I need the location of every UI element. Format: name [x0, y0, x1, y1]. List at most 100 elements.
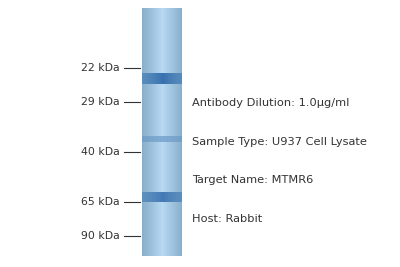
Bar — [153, 8, 154, 256]
Bar — [176, 136, 178, 142]
Bar — [164, 8, 165, 256]
Bar — [163, 8, 164, 256]
Text: 40 kDa: 40 kDa — [81, 147, 120, 157]
Bar — [142, 136, 144, 142]
Bar — [154, 192, 156, 202]
Bar — [166, 192, 168, 202]
Bar — [171, 8, 172, 256]
Bar — [172, 192, 174, 202]
Bar — [168, 136, 170, 142]
Bar — [147, 8, 148, 256]
Bar — [181, 8, 182, 256]
Bar — [156, 8, 157, 256]
Bar — [164, 136, 166, 142]
Bar — [152, 8, 153, 256]
Text: 22 kDa: 22 kDa — [81, 62, 120, 73]
Bar — [168, 8, 169, 256]
Bar — [175, 8, 176, 256]
Text: Host: Rabbit: Host: Rabbit — [192, 214, 262, 224]
Bar — [170, 8, 171, 256]
Bar — [158, 8, 159, 256]
Bar — [170, 136, 172, 142]
Bar — [162, 8, 163, 256]
Bar — [165, 8, 166, 256]
Text: Sample Type: U937 Cell Lysate: Sample Type: U937 Cell Lysate — [192, 136, 367, 147]
Bar — [164, 192, 166, 202]
Bar — [166, 136, 168, 142]
Bar — [150, 136, 152, 142]
Bar — [177, 8, 178, 256]
Bar — [148, 73, 150, 84]
Bar — [154, 73, 156, 84]
Bar — [179, 8, 180, 256]
Bar — [160, 192, 162, 202]
Bar — [142, 8, 143, 256]
Bar — [158, 73, 160, 84]
Bar — [176, 73, 178, 84]
Bar — [166, 73, 168, 84]
Bar — [156, 73, 158, 84]
Bar — [168, 192, 170, 202]
Bar — [150, 73, 152, 84]
Bar — [146, 136, 148, 142]
Text: 65 kDa: 65 kDa — [81, 197, 120, 207]
Bar — [172, 8, 173, 256]
Text: Antibody Dilution: 1.0μg/ml: Antibody Dilution: 1.0μg/ml — [192, 98, 349, 108]
Bar — [180, 136, 182, 142]
Bar — [146, 8, 147, 256]
Text: 90 kDa: 90 kDa — [81, 231, 120, 241]
Bar — [157, 8, 158, 256]
Bar — [178, 192, 180, 202]
Bar — [144, 136, 146, 142]
Bar — [180, 73, 182, 84]
Bar — [180, 192, 182, 202]
Bar — [162, 136, 164, 142]
Bar — [164, 73, 166, 84]
Bar — [169, 8, 170, 256]
Bar — [144, 8, 145, 256]
Bar — [152, 73, 154, 84]
Bar — [160, 136, 162, 142]
Bar — [167, 8, 168, 256]
Bar — [159, 8, 160, 256]
Bar — [148, 8, 149, 256]
Bar — [176, 192, 178, 202]
Bar — [170, 192, 172, 202]
Bar — [158, 192, 160, 202]
Bar — [145, 8, 146, 256]
Bar — [156, 136, 158, 142]
Bar — [152, 192, 154, 202]
Bar — [172, 136, 174, 142]
Bar — [174, 8, 175, 256]
Bar — [149, 8, 150, 256]
Bar — [154, 136, 156, 142]
Bar — [150, 8, 151, 256]
Bar — [148, 136, 150, 142]
Bar — [178, 136, 180, 142]
Text: Target Name: MTMR6: Target Name: MTMR6 — [192, 175, 313, 185]
Bar — [174, 73, 176, 84]
Bar — [166, 8, 167, 256]
Bar — [174, 192, 176, 202]
Bar — [143, 8, 144, 256]
Bar — [146, 73, 148, 84]
Bar — [173, 8, 174, 256]
Bar — [170, 73, 172, 84]
Bar — [160, 73, 162, 84]
Bar — [156, 192, 158, 202]
Bar — [158, 136, 160, 142]
Bar — [154, 8, 155, 256]
Bar — [168, 73, 170, 84]
Bar — [148, 192, 150, 202]
Bar — [155, 8, 156, 256]
Bar — [144, 192, 146, 202]
Bar — [146, 192, 148, 202]
Bar — [172, 73, 174, 84]
Bar — [162, 73, 164, 84]
Bar — [150, 192, 152, 202]
Bar — [151, 8, 152, 256]
Bar — [160, 8, 161, 256]
Text: 29 kDa: 29 kDa — [81, 97, 120, 107]
Bar — [180, 8, 181, 256]
Bar — [142, 73, 144, 84]
